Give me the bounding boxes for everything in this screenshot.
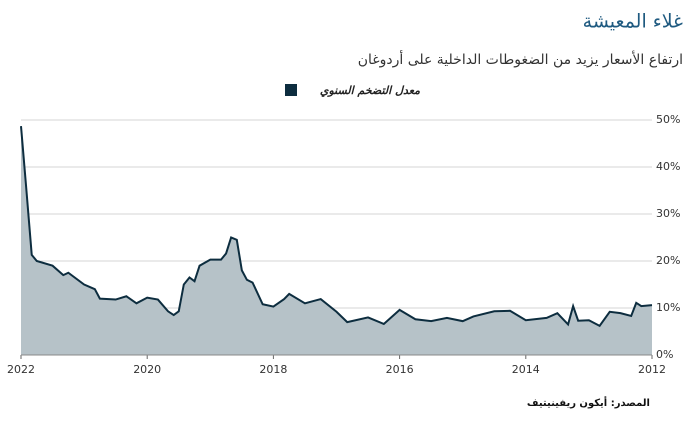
line: [20, 126, 653, 328]
y-tick-label: 20%: [656, 254, 680, 267]
x-tick-label: 2018: [259, 363, 287, 376]
chart-title: غلاء المعيشة: [583, 11, 683, 33]
x-tick-label: 2020: [133, 363, 161, 376]
y-tick-label: 0%: [656, 348, 673, 361]
source: المصدر: أيكون ريفينيتيف: [527, 396, 650, 409]
x-tick-label: 2022: [7, 363, 35, 376]
legend-swatch: [285, 84, 297, 96]
area: [21, 126, 652, 355]
chart-subtitle: ارتفاع الأسعار يزيد من الضغوطات الداخلية…: [358, 50, 683, 68]
x-tick-label: 2014: [512, 363, 540, 376]
x-tick-label: 2012: [638, 363, 666, 376]
x-tick-label: 2016: [386, 363, 414, 376]
y-tick-label: 30%: [656, 207, 680, 220]
y-tick-label: 40%: [656, 160, 680, 173]
y-tick-label: 50%: [656, 113, 680, 126]
y-tick-label: 10%: [656, 301, 680, 314]
legend-label: معدل التضخم السنوي: [320, 84, 420, 97]
